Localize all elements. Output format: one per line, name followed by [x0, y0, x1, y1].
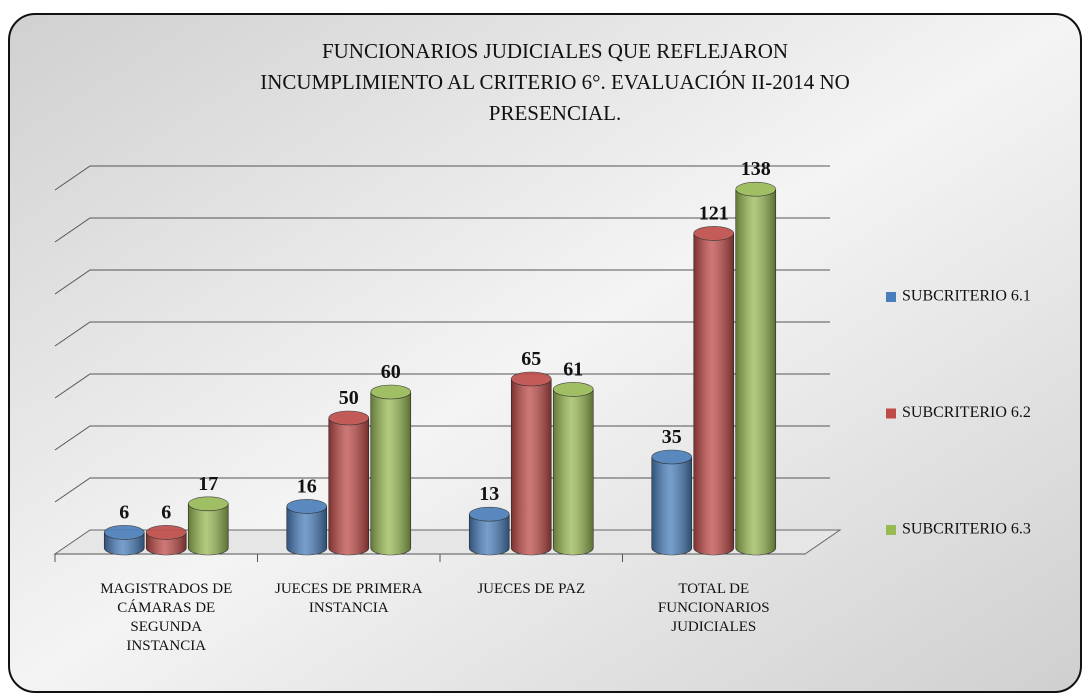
legend-label: SUBCRITERIO 6.1	[902, 288, 1031, 305]
bar-top	[651, 449, 693, 465]
x-tick-label: MAGISTRADOS DE CÁMARAS DE SEGUNDA INSTAN…	[100, 581, 233, 654]
bar-top	[552, 382, 594, 397]
bar-shade	[104, 532, 145, 556]
bar-shade	[370, 392, 411, 556]
bar-shade	[286, 506, 327, 555]
value-label: 6	[119, 501, 129, 523]
grid-line	[54, 269, 830, 295]
legend-swatch	[886, 408, 896, 419]
legend-swatch	[886, 525, 896, 535]
grid-line	[54, 373, 830, 399]
grid-line	[54, 165, 830, 191]
grid-line	[54, 321, 830, 347]
grid-line	[54, 217, 830, 243]
bar-shade	[651, 457, 692, 556]
value-label: 6	[161, 501, 171, 523]
value-label: 60	[381, 361, 401, 383]
chart-title: FUNCIONARIOS JUDICIALES QUE REFLEJARON I…	[260, 39, 850, 125]
bar-shade	[328, 418, 369, 556]
bar-top	[328, 410, 370, 426]
x-tick-label: JUECES DE PRIMERA INSTANCIA	[274, 581, 423, 616]
value-label: 35	[662, 426, 682, 448]
bar-shade	[693, 233, 734, 556]
value-label: 17	[198, 473, 218, 495]
bar-top	[370, 384, 412, 400]
bar-shade	[188, 503, 229, 556]
chart-frame	[8, 13, 1082, 693]
value-label: 16	[297, 475, 317, 497]
bar-shade	[553, 389, 594, 556]
bar-top	[693, 226, 735, 241]
bar-shade	[735, 189, 776, 556]
bar-shade	[146, 532, 187, 556]
bar-top	[187, 496, 229, 512]
value-label: 138	[741, 158, 771, 180]
legend-swatch	[886, 292, 896, 302]
value-label: 13	[479, 483, 499, 505]
x-tick-label: TOTAL DE FUNCIONARIOS JUDICIALES	[657, 581, 770, 635]
legend-label: SUBCRITERIO 6.2	[902, 404, 1031, 421]
bar-top	[468, 506, 510, 522]
value-label: 121	[699, 202, 729, 224]
bar-top	[286, 499, 328, 514]
bar-top	[103, 525, 145, 540]
value-label: 50	[339, 387, 359, 409]
bar-top	[735, 181, 777, 197]
x-tick-label: JUECES DE PAZ	[477, 581, 586, 597]
legend-label: SUBCRITERIO 6.3	[902, 521, 1031, 538]
value-label: 65	[521, 348, 541, 370]
bar-top	[510, 371, 552, 387]
bar-shade	[469, 514, 510, 556]
bar-shade	[511, 379, 552, 556]
bar-top	[145, 525, 187, 540]
value-label: 61	[563, 358, 583, 380]
